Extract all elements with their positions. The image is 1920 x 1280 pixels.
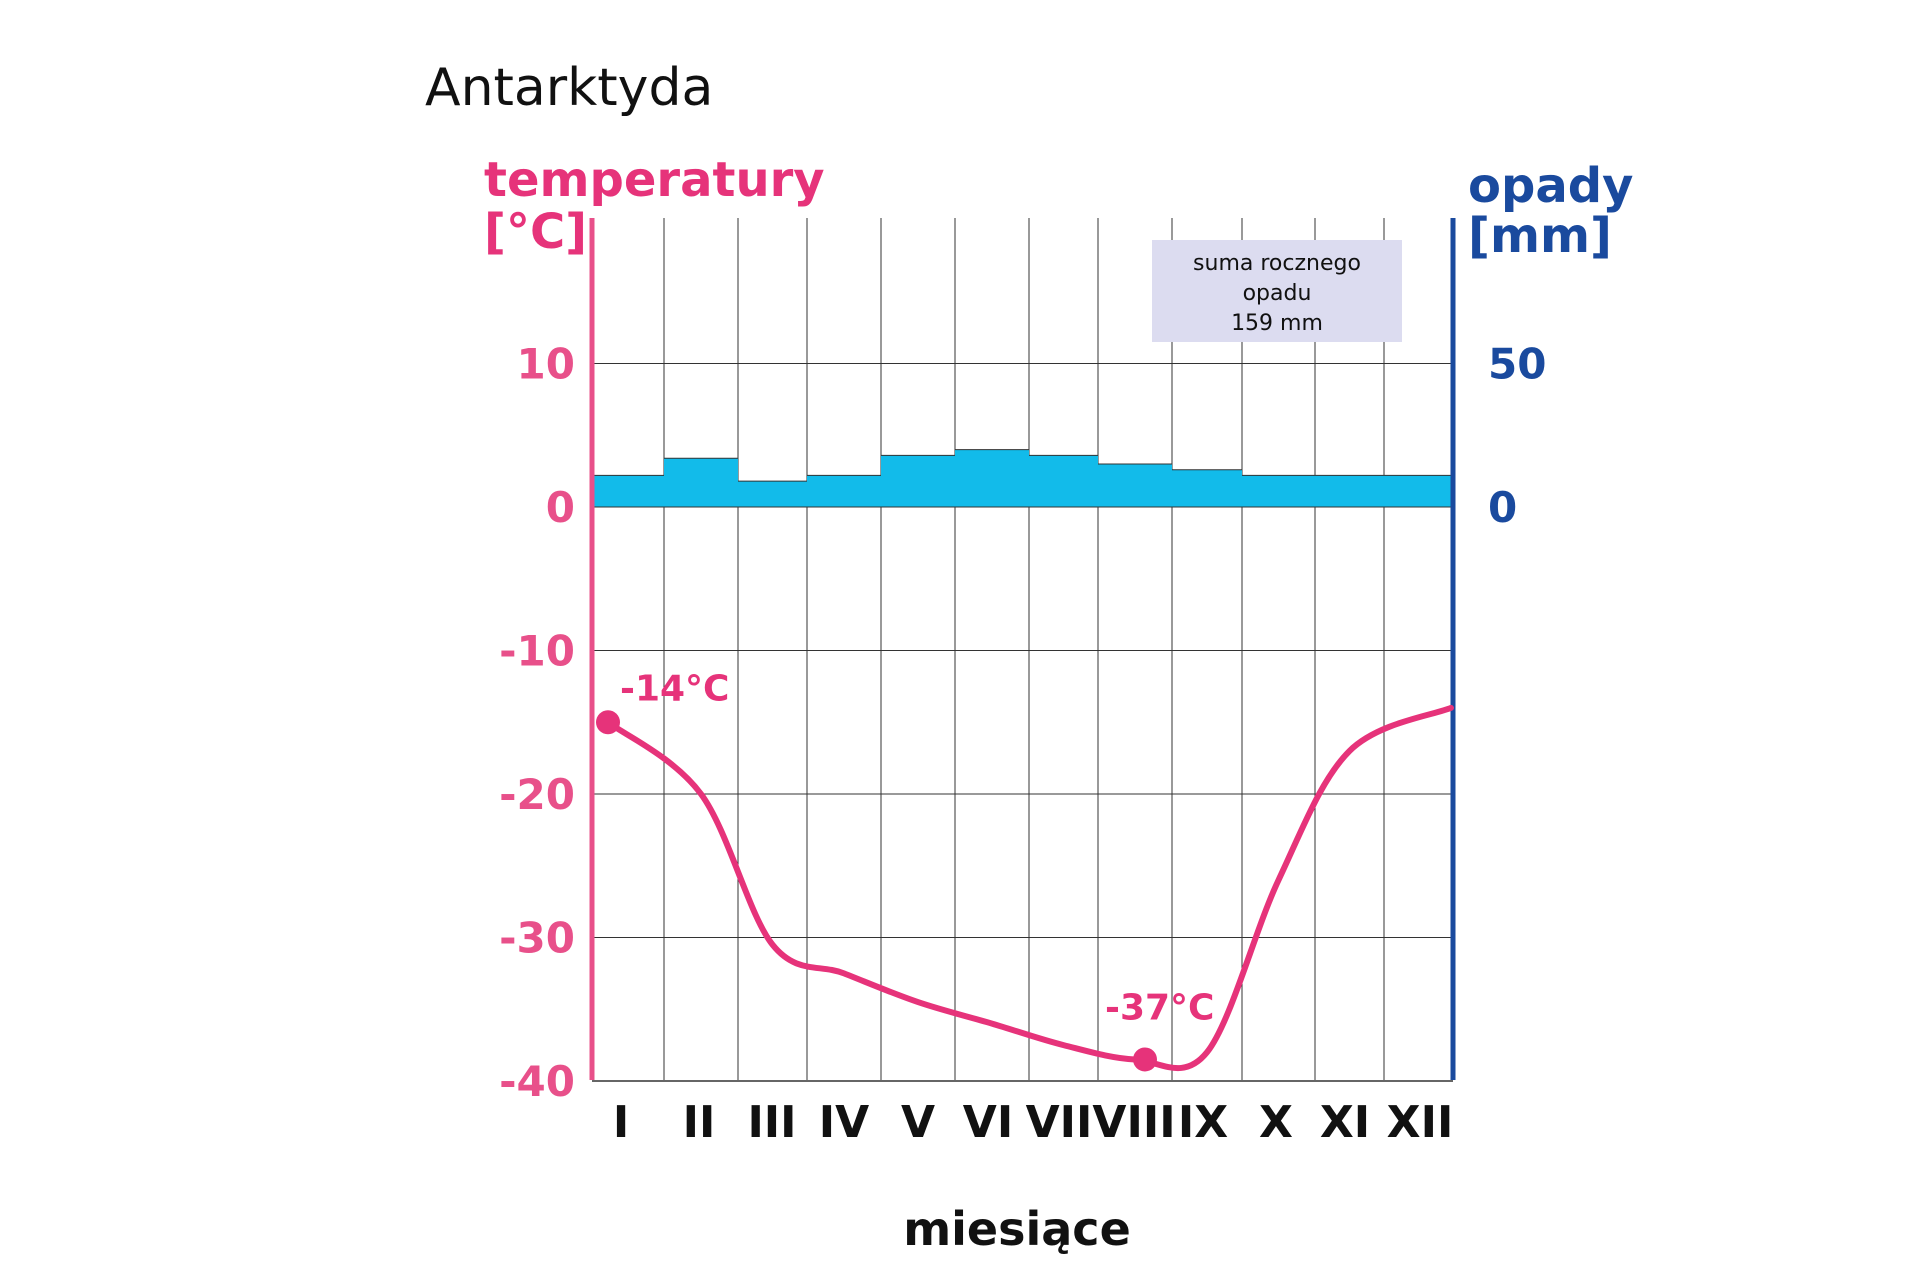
month-label: X [1259, 1097, 1293, 1148]
precip-bar [1172, 469, 1242, 507]
temperature-tick-label: -30 [499, 914, 575, 963]
temperature-tick-label: -10 [499, 627, 575, 676]
annotations: -14°C -37°C [596, 668, 1214, 1072]
summary-box-background [1152, 240, 1402, 342]
summary-box-line1: suma rocznego [1193, 251, 1361, 276]
precip-bar [1384, 475, 1453, 507]
month-label: IX [1178, 1097, 1228, 1148]
precip-bar [881, 455, 955, 507]
precip-tick-label: 50 [1488, 340, 1546, 389]
precip-tick-label: 0 [1488, 483, 1517, 532]
temperature-point-marker [596, 710, 620, 735]
month-label: VII [1026, 1097, 1093, 1148]
precip-bar [1315, 475, 1384, 507]
temperature-axis-label-line1: temperatury [484, 152, 825, 208]
precip-bar [1029, 455, 1098, 507]
month-labels: I II III IV V VI VII VIII IX X XI XII [613, 1097, 1454, 1148]
month-label: XII [1387, 1097, 1454, 1148]
month-label: II [683, 1097, 716, 1148]
grid [592, 218, 1453, 1082]
x-axis-label: miesiące [903, 1202, 1131, 1256]
precip-bar [664, 458, 738, 507]
temperature-ticks: 10 0 -10 -20 -30 -40 [499, 340, 575, 1107]
temperature-axis-label-line2: [°C] [484, 204, 587, 260]
precip-bar [738, 481, 807, 507]
temperature-tick-label: 0 [546, 483, 575, 532]
temperature-tick-label: -20 [499, 770, 575, 819]
precip-bar [1098, 463, 1172, 507]
month-label: I [613, 1097, 629, 1148]
temperature-annotation: -37°C [1105, 987, 1214, 1028]
temperature-tick-label: -40 [499, 1057, 575, 1106]
month-label: VIII [1092, 1097, 1175, 1148]
summary-box-line3: 159 mm [1231, 311, 1323, 336]
temperature-line [605, 704, 1454, 1072]
temperature-tick-label: 10 [517, 340, 575, 389]
precip-bar [807, 475, 881, 507]
precip-bars [592, 449, 1453, 508]
temperature-point-marker [1133, 1047, 1157, 1072]
month-label: III [747, 1097, 796, 1148]
month-label: XI [1320, 1097, 1370, 1148]
precip-bar [955, 449, 1029, 507]
chart-title: Antarktyda [425, 58, 713, 118]
summary-box-line2: opadu [1243, 281, 1312, 306]
temperature-annotation: -14°C [620, 668, 729, 709]
precip-bar [592, 475, 664, 507]
month-label: VI [963, 1097, 1013, 1148]
month-label: V [901, 1097, 935, 1148]
precip-ticks: 50 0 [1488, 340, 1546, 533]
precip-bar [1242, 475, 1315, 507]
summary-box: suma rocznego opadu 159 mm [1152, 240, 1402, 342]
precip-axis-label-line2: [mm] [1468, 208, 1612, 264]
precip-axis-label-line1: opady [1468, 158, 1633, 214]
month-label: IV [819, 1097, 869, 1148]
